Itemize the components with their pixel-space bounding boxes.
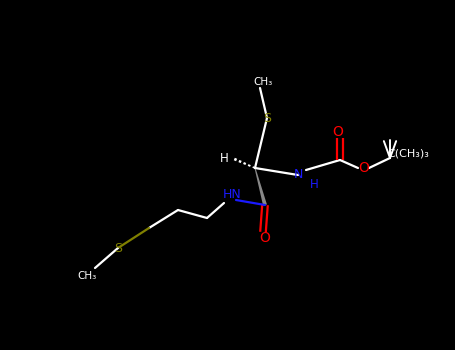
Text: HN: HN: [222, 189, 241, 202]
Text: N: N: [293, 168, 303, 182]
Text: O: O: [359, 161, 369, 175]
Text: CH₃: CH₃: [253, 77, 273, 87]
Text: O: O: [333, 125, 344, 139]
Text: O: O: [259, 231, 270, 245]
Text: S: S: [263, 112, 271, 125]
Text: H: H: [220, 152, 228, 164]
Text: S: S: [114, 241, 122, 254]
Text: C(CH₃)₃: C(CH₃)₃: [387, 149, 429, 159]
Text: CH₃: CH₃: [77, 271, 96, 281]
Polygon shape: [254, 168, 267, 205]
Text: H: H: [309, 178, 318, 191]
